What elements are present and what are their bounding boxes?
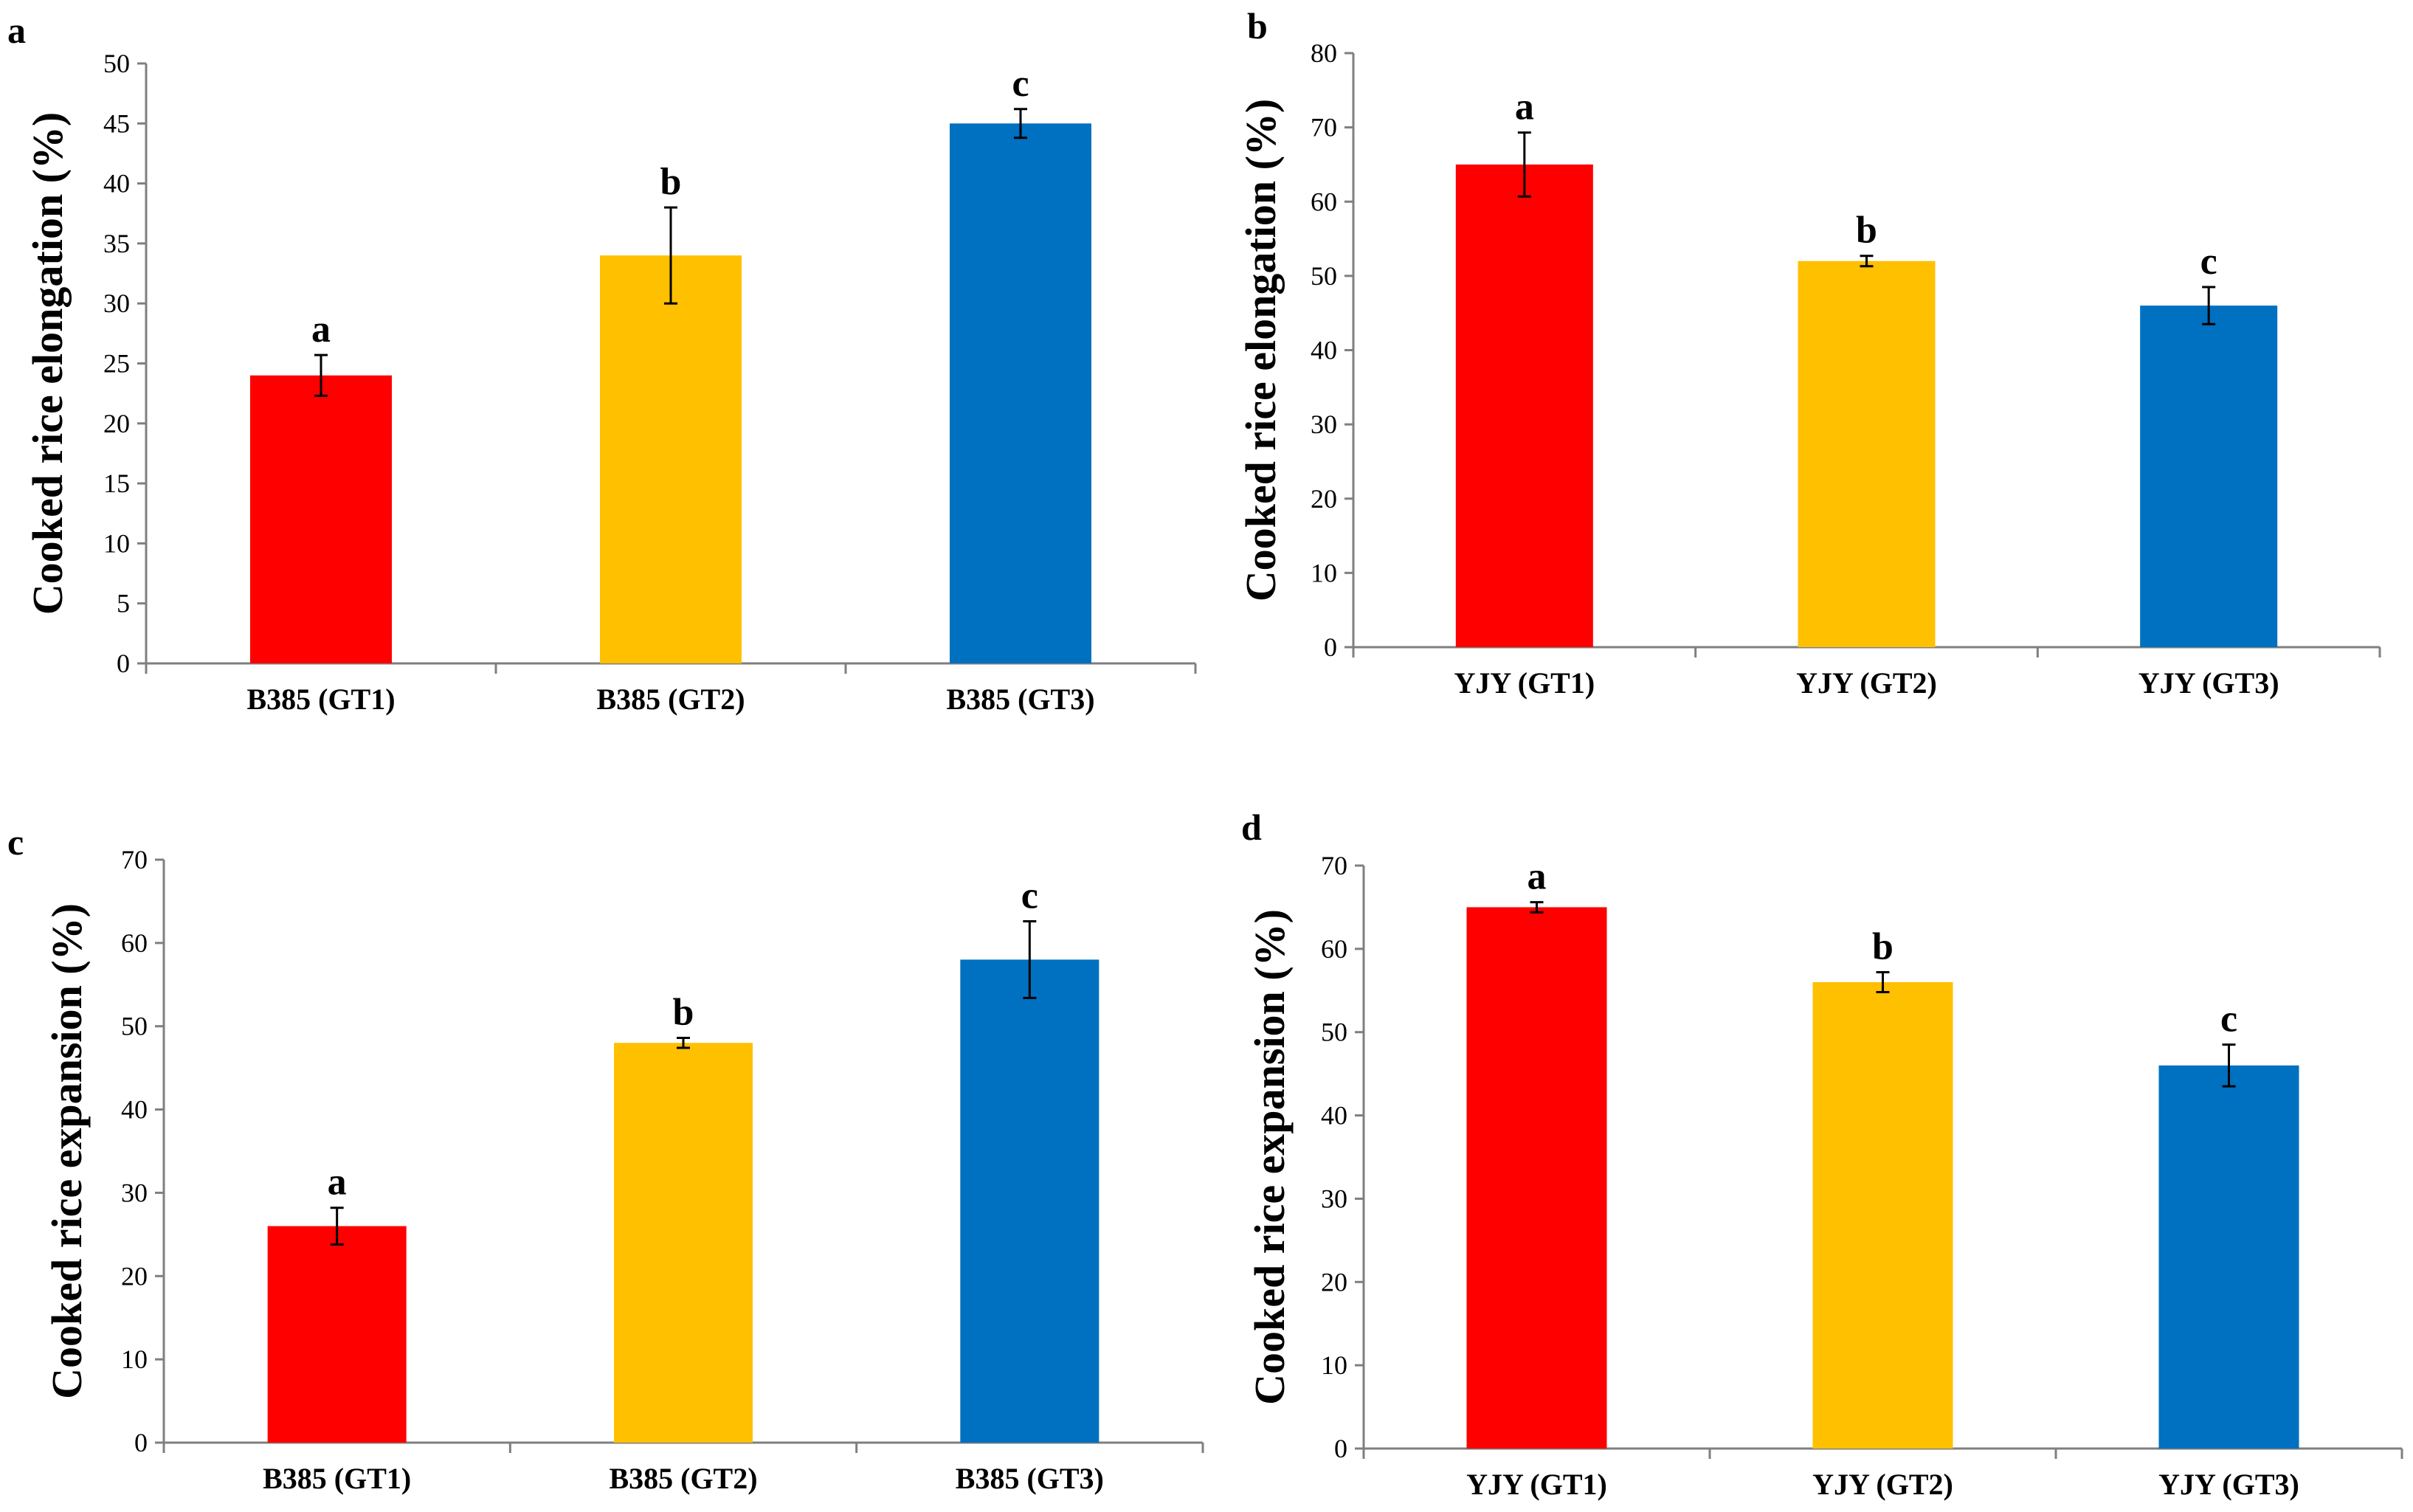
x-category-label: B385 (GT1) bbox=[246, 683, 395, 716]
bar-1 bbox=[267, 1226, 407, 1443]
error-bar bbox=[330, 1207, 344, 1246]
error-bar bbox=[2222, 1043, 2236, 1088]
y-tick-label: 0 bbox=[1324, 632, 1337, 662]
y-tick-label: 15 bbox=[103, 469, 130, 498]
significance-label: b bbox=[660, 161, 682, 203]
significance-label: a bbox=[1527, 856, 1547, 898]
significance-label: c bbox=[2220, 998, 2237, 1040]
y-tick-label: 10 bbox=[121, 1344, 148, 1374]
panel-c: c Cooked rice expansion (%) 0 10 20 30 40 50 60 7… bbox=[7, 821, 1204, 1495]
y-tick-label: 40 bbox=[1321, 1101, 1347, 1130]
significance-label: b bbox=[673, 992, 694, 1034]
error-bar bbox=[1014, 108, 1027, 139]
x-category-label: YJY (GT3) bbox=[2158, 1468, 2299, 1501]
panel-letter: a bbox=[7, 10, 26, 51]
y-tick-label: 30 bbox=[1311, 410, 1337, 439]
y-tick-label: 50 bbox=[121, 1012, 148, 1041]
bar-2 bbox=[1798, 260, 1936, 647]
x-category-label: YJY (GT3) bbox=[2138, 666, 2279, 700]
y-tick-label: 30 bbox=[1321, 1184, 1347, 1213]
x-category-label: YJY (GT2) bbox=[1796, 666, 1937, 700]
y-tick-label: 40 bbox=[103, 169, 130, 199]
panel-letter: d bbox=[1241, 807, 1262, 848]
x-category-label: B385 (GT3) bbox=[946, 683, 1094, 716]
y-tick-label: 0 bbox=[1334, 1434, 1347, 1463]
y-axis-title: Cooked rice elongation (%) bbox=[24, 112, 72, 615]
error-bar bbox=[664, 206, 677, 305]
bar-2 bbox=[1812, 982, 1953, 1449]
y-axis-title: Cooked rice expansion (%) bbox=[43, 903, 91, 1399]
y-tick-label: 0 bbox=[134, 1428, 148, 1457]
y-tick-label: 20 bbox=[121, 1261, 148, 1291]
panel-b: b Cooked rice elongation (%) 0 10 20 30 40 50 60… bbox=[1237, 5, 2381, 700]
y-axis-title: Cooked rice elongation (%) bbox=[1237, 99, 1285, 601]
significance-label: b bbox=[1872, 925, 1894, 967]
bar-1 bbox=[1466, 907, 1607, 1449]
y-tick-label: 80 bbox=[1311, 38, 1337, 68]
y-tick-label: 0 bbox=[117, 649, 130, 678]
significance-label: a bbox=[328, 1161, 347, 1204]
y-tick-label: 20 bbox=[103, 409, 130, 438]
panel-a: a Cooked rice elongation (%) 0 5 10 15 20 25 30 3… bbox=[7, 10, 1197, 716]
error-bar bbox=[2202, 286, 2216, 325]
significance-label: c bbox=[2200, 241, 2217, 283]
bar-1 bbox=[1455, 164, 1593, 647]
bar-3 bbox=[2140, 305, 2278, 647]
error-bar bbox=[1860, 255, 1874, 268]
y-tick-label: 70 bbox=[1321, 851, 1347, 880]
y-tick-label: 60 bbox=[1311, 187, 1337, 216]
significance-label: c bbox=[1021, 875, 1038, 917]
x-category-label: YJY (GT1) bbox=[1466, 1468, 1607, 1501]
panel-d: d Cooked rice expansion (%) 0 10 20 30 40 50 60 7… bbox=[1241, 807, 2403, 1501]
x-category-label: YJY (GT1) bbox=[1454, 666, 1595, 700]
significance-label: b bbox=[1856, 210, 1877, 252]
significance-label: c bbox=[1012, 63, 1029, 105]
y-tick-label: 60 bbox=[121, 928, 148, 958]
x-category-label: B385 (GT3) bbox=[956, 1462, 1104, 1495]
y-tick-label: 40 bbox=[121, 1095, 148, 1125]
error-bar bbox=[1023, 920, 1037, 999]
error-bar bbox=[677, 1037, 690, 1049]
bar-2 bbox=[600, 255, 742, 663]
panel-letter: b bbox=[1247, 5, 1268, 46]
y-tick-label: 45 bbox=[103, 108, 130, 138]
x-category-label: B385 (GT1) bbox=[263, 1462, 411, 1495]
bar-3 bbox=[2158, 1065, 2299, 1449]
y-tick-label: 20 bbox=[1321, 1267, 1347, 1297]
y-tick-label: 10 bbox=[103, 528, 130, 558]
y-tick-label: 20 bbox=[1311, 484, 1337, 514]
y-tick-label: 50 bbox=[1311, 261, 1337, 291]
y-tick-label: 5 bbox=[117, 589, 130, 618]
significance-label: a bbox=[311, 308, 331, 351]
bar-3 bbox=[960, 959, 1100, 1443]
error-bar bbox=[1876, 970, 1890, 994]
error-bar bbox=[314, 353, 328, 397]
x-category-label: YJY (GT2) bbox=[1812, 1468, 1953, 1501]
y-tick-label: 50 bbox=[103, 49, 130, 78]
y-tick-label: 70 bbox=[121, 845, 148, 874]
y-tick-label: 10 bbox=[1321, 1350, 1347, 1380]
y-tick-label: 50 bbox=[1321, 1018, 1347, 1047]
y-tick-label: 10 bbox=[1311, 558, 1337, 587]
bar-1 bbox=[250, 375, 392, 663]
y-tick-label: 60 bbox=[1321, 934, 1347, 964]
x-category-label: B385 (GT2) bbox=[609, 1462, 757, 1495]
y-tick-label: 35 bbox=[103, 229, 130, 258]
error-bar bbox=[1517, 131, 1531, 198]
y-tick-label: 30 bbox=[103, 289, 130, 318]
y-tick-label: 40 bbox=[1311, 336, 1337, 365]
y-tick-label: 30 bbox=[121, 1178, 148, 1207]
y-tick-label: 25 bbox=[103, 349, 130, 379]
error-bar bbox=[1530, 901, 1544, 914]
bar-2 bbox=[614, 1043, 753, 1443]
x-category-label: B385 (GT2) bbox=[596, 683, 745, 716]
y-axis-title: Cooked rice expansion (%) bbox=[1246, 909, 1294, 1405]
y-tick-label: 70 bbox=[1311, 113, 1337, 142]
significance-label: a bbox=[1515, 86, 1534, 128]
panel-letter: c bbox=[7, 821, 24, 863]
bar-3 bbox=[950, 123, 1091, 664]
